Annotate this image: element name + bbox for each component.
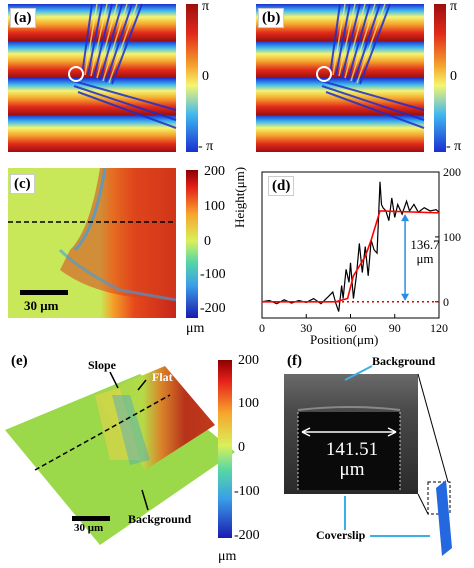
x-tick-label: 120 bbox=[430, 321, 448, 335]
annotation-arrowhead-top bbox=[401, 214, 410, 222]
chart-series bbox=[261, 181, 440, 312]
x-tick-label: 0 bbox=[259, 321, 265, 335]
series-line-1 bbox=[262, 210, 440, 303]
panel-b-tick-bottom: - π bbox=[446, 139, 462, 154]
panel-c-colorbar bbox=[186, 170, 198, 318]
panel-a-tick-top: π bbox=[202, 0, 210, 14]
panel-e-scalebar bbox=[72, 516, 110, 521]
chart-annotation: 136.7 μm bbox=[410, 238, 440, 266]
x-tick-label: 90 bbox=[389, 321, 401, 335]
chart-annotation-value: 136.7 bbox=[410, 237, 440, 252]
panel-d-chart: 0 30 60 90 120 0 100 200 bbox=[259, 165, 461, 335]
panel-e-label: (e) bbox=[8, 352, 31, 370]
panel-c-tick-1: 100 bbox=[204, 199, 225, 214]
panel-e-tick-3: -100 bbox=[234, 484, 260, 499]
panel-c-tick-0: 200 bbox=[204, 164, 225, 179]
chart-ylabel: Height(μm) bbox=[232, 166, 247, 228]
panel-f-coverslip-label: Coverslip bbox=[316, 528, 366, 542]
panel-e-unit: μm bbox=[218, 549, 237, 564]
panel-b-image bbox=[256, 3, 425, 152]
panel-a-image bbox=[8, 3, 177, 152]
panel-f-label: (f) bbox=[284, 352, 305, 370]
panel-f-width-value: 141.51 bbox=[325, 439, 379, 460]
x-tick-label: 30 bbox=[300, 321, 312, 335]
chart-annotation-unit: μm bbox=[416, 251, 434, 266]
panel-a-tick-bottom: - π bbox=[198, 139, 214, 154]
panel-c-label: (c) bbox=[10, 174, 35, 194]
panel-e-tick-2: 0 bbox=[238, 440, 245, 455]
annotation-arrowhead-bottom bbox=[401, 293, 410, 301]
series-line-0 bbox=[261, 181, 440, 312]
background-arrow bbox=[344, 365, 373, 381]
panel-a-tick-mid: 0 bbox=[202, 69, 209, 84]
panel-c-tick-2: 0 bbox=[204, 234, 211, 249]
panel-f-background-label: Background bbox=[372, 354, 436, 368]
y-tick-label: 100 bbox=[443, 230, 461, 244]
panel-a-label: (a) bbox=[10, 8, 36, 28]
panel-e-slope-label: Slope bbox=[88, 358, 117, 372]
panel-c-scalebar-label: 30 μm bbox=[24, 298, 59, 313]
chart-ticks: 0 30 60 90 120 0 100 200 bbox=[259, 165, 461, 335]
chart-plot-area bbox=[261, 171, 440, 319]
y-tick-label: 0 bbox=[443, 295, 449, 309]
panel-b-tick-top: π bbox=[450, 0, 458, 14]
panel-e-tick-4: -200 bbox=[234, 528, 260, 543]
panel-f-width-readout: 141.51 μm bbox=[322, 440, 382, 480]
panel-b-tick-mid: 0 bbox=[450, 69, 457, 84]
x-tick-label: 60 bbox=[345, 321, 357, 335]
panel-e-background-label: Background bbox=[128, 512, 192, 526]
panel-a-colorbar bbox=[186, 4, 198, 152]
panel-e-scalebar-label: 30 μm bbox=[74, 522, 104, 534]
panel-b-colorbar bbox=[434, 4, 446, 152]
panel-c-tick-3: -100 bbox=[200, 267, 226, 282]
panel-c-unit: μm bbox=[186, 321, 205, 336]
panel-b-label: (b) bbox=[258, 8, 285, 28]
panel-c-image bbox=[8, 167, 177, 318]
panel-e-colorbar bbox=[218, 360, 232, 538]
panel-f-image bbox=[284, 365, 452, 556]
panel-d-label: (d) bbox=[268, 176, 295, 196]
panel-e-flat-label: Flat bbox=[152, 370, 173, 384]
panel-e-surface bbox=[5, 366, 235, 545]
coverslip-slab bbox=[436, 480, 452, 556]
y-tick-label: 200 bbox=[443, 165, 461, 179]
panel-c-tick-4: -200 bbox=[200, 301, 226, 316]
panel-e-tick-1: 100 bbox=[238, 396, 259, 411]
chart-xlabel: Position(μm) bbox=[310, 332, 379, 347]
panel-e-tick-0: 200 bbox=[238, 353, 259, 368]
panel-c-scalebar bbox=[20, 290, 68, 295]
panel-f-width-unit: μm bbox=[339, 459, 365, 480]
